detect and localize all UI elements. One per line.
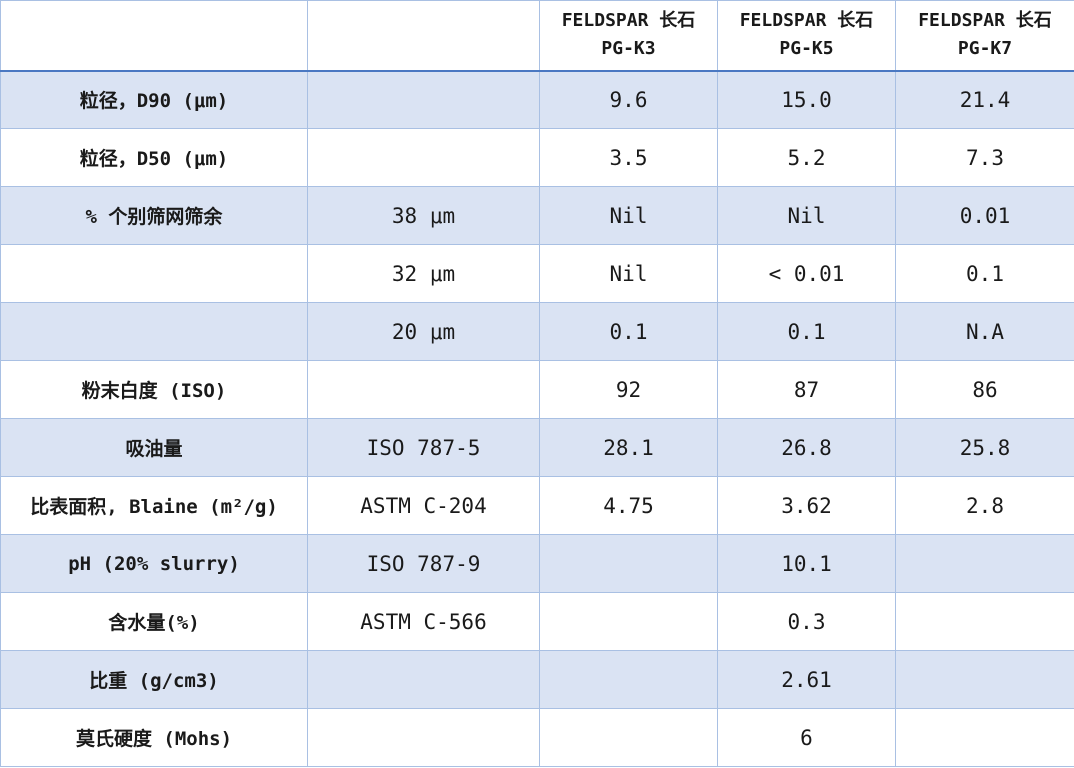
value-cell-pg-k5: 0.1: [717, 302, 896, 361]
table-row: 莫氏硬度 (Mohs) 6: [0, 708, 1074, 767]
value-cell-pg-k7: [895, 650, 1074, 709]
value-cell-pg-k5: 87: [717, 360, 896, 419]
property-cell: 比表面积, Blaine (m²/g): [0, 476, 308, 535]
product-name: FELDSPAR 长石: [739, 10, 874, 32]
method-cell: ASTM C-566: [307, 592, 540, 651]
method-cell: [307, 70, 540, 129]
value-cell-pg-k3: 9.6: [539, 70, 718, 129]
value-cell-pg-k3: Nil: [539, 244, 718, 303]
product-code: PG-K5: [779, 38, 834, 60]
property-cell: % 个别筛网筛余: [0, 186, 308, 245]
property-cell: 含水量(%): [0, 592, 308, 651]
property-cell: 粒径，D50 (μm): [0, 128, 308, 187]
value-cell-pg-k3: [539, 534, 718, 593]
table-row: 粉末白度 (ISO) 92 87 86: [0, 360, 1074, 419]
table-row: 比重 (g/cm3) 2.61: [0, 650, 1074, 709]
header-blank-method: [307, 0, 540, 72]
property-cell: [0, 302, 308, 361]
property-cell: 粉末白度 (ISO): [0, 360, 308, 419]
value-cell-pg-k7: 86: [895, 360, 1074, 419]
property-cell: 粒径，D90 (μm): [0, 70, 308, 129]
value-cell-pg-k3: Nil: [539, 186, 718, 245]
property-cell: 比重 (g/cm3): [0, 650, 308, 709]
value-cell-pg-k7: 21.4: [895, 70, 1074, 129]
value-cell-pg-k7: 0.01: [895, 186, 1074, 245]
value-cell-pg-k7: 0.1: [895, 244, 1074, 303]
table-row: pH (20% slurry) ISO 787-9 10.1: [0, 534, 1074, 593]
table-row: 比表面积, Blaine (m²/g) ASTM C-204 4.75 3.62…: [0, 476, 1074, 535]
value-cell-pg-k3: 3.5: [539, 128, 718, 187]
method-cell: 20 μm: [307, 302, 540, 361]
value-cell-pg-k3: [539, 650, 718, 709]
value-cell-pg-k3: [539, 592, 718, 651]
value-cell-pg-k5: 6: [717, 708, 896, 767]
value-cell-pg-k5: Nil: [717, 186, 896, 245]
header-product-pg-k7: FELDSPAR 长石 PG-K7: [895, 0, 1074, 72]
method-cell: ISO 787-5: [307, 418, 540, 477]
value-cell-pg-k3: [539, 708, 718, 767]
value-cell-pg-k5: 26.8: [717, 418, 896, 477]
product-name: FELDSPAR 长石: [561, 10, 696, 32]
value-cell-pg-k7: N.A: [895, 302, 1074, 361]
table-header: FELDSPAR 长石 PG-K3 FELDSPAR 长石 PG-K5 FELD…: [0, 0, 1074, 72]
table-row: 吸油量 ISO 787-5 28.1 26.8 25.8: [0, 418, 1074, 477]
header-product-pg-k5: FELDSPAR 长石 PG-K5: [717, 0, 896, 72]
product-name: FELDSPAR 长石: [918, 10, 1052, 32]
property-cell: 吸油量: [0, 418, 308, 477]
method-cell: [307, 360, 540, 419]
value-cell-pg-k7: 7.3: [895, 128, 1074, 187]
method-cell: ISO 787-9: [307, 534, 540, 593]
product-code: PG-K7: [957, 38, 1013, 60]
method-cell: ASTM C-204: [307, 476, 540, 535]
method-cell: 32 μm: [307, 244, 540, 303]
value-cell-pg-k5: < 0.01: [717, 244, 896, 303]
product-code: PG-K3: [601, 38, 656, 60]
value-cell-pg-k3: 4.75: [539, 476, 718, 535]
property-cell: 莫氏硬度 (Mohs): [0, 708, 308, 767]
property-cell: [0, 244, 308, 303]
table-body: 粒径，D90 (μm) 9.6 15.0 21.4 粒径，D50 (μm) 3.…: [0, 70, 1074, 767]
method-cell: 38 μm: [307, 186, 540, 245]
table-row: 粒径，D90 (μm) 9.6 15.0 21.4: [0, 70, 1074, 129]
method-cell: [307, 128, 540, 187]
value-cell-pg-k5: 5.2: [717, 128, 896, 187]
method-cell: [307, 708, 540, 767]
value-cell-pg-k7: [895, 534, 1074, 593]
header-row: FELDSPAR 长石 PG-K3 FELDSPAR 长石 PG-K5 FELD…: [0, 0, 1074, 72]
value-cell-pg-k5: 10.1: [717, 534, 896, 593]
table-row: % 个别筛网筛余 38 μm Nil Nil 0.01: [0, 186, 1074, 245]
value-cell-pg-k3: 0.1: [539, 302, 718, 361]
value-cell-pg-k7: [895, 592, 1074, 651]
value-cell-pg-k7: 2.8: [895, 476, 1074, 535]
value-cell-pg-k3: 92: [539, 360, 718, 419]
property-cell: pH (20% slurry): [0, 534, 308, 593]
value-cell-pg-k3: 28.1: [539, 418, 718, 477]
table-row: 20 μm 0.1 0.1 N.A: [0, 302, 1074, 361]
table-row: 32 μm Nil < 0.01 0.1: [0, 244, 1074, 303]
value-cell-pg-k7: 25.8: [895, 418, 1074, 477]
table-row: 粒径，D50 (μm) 3.5 5.2 7.3: [0, 128, 1074, 187]
header-blank-property: [0, 0, 308, 72]
method-cell: [307, 650, 540, 709]
header-product-pg-k3: FELDSPAR 长石 PG-K3: [539, 0, 718, 72]
value-cell-pg-k5: 2.61: [717, 650, 896, 709]
value-cell-pg-k7: [895, 708, 1074, 767]
value-cell-pg-k5: 0.3: [717, 592, 896, 651]
value-cell-pg-k5: 3.62: [717, 476, 896, 535]
value-cell-pg-k5: 15.0: [717, 70, 896, 129]
table-row: 含水量(%) ASTM C-566 0.3: [0, 592, 1074, 651]
